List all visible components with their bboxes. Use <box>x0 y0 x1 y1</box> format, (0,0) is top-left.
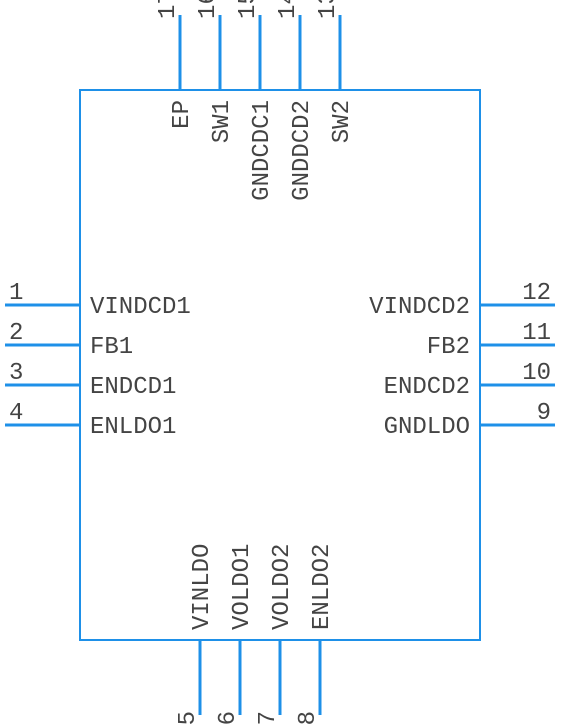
pin-label: VOLDO1 <box>229 544 256 630</box>
pin-number: 17 <box>155 0 182 19</box>
pin-label: VOLDO2 <box>269 544 296 630</box>
pin-label: SW1 <box>209 100 236 143</box>
pin-number: 13 <box>315 0 342 19</box>
pin-label: ENDCD1 <box>90 374 176 401</box>
pin-number: 11 <box>522 320 551 347</box>
pin-number: 2 <box>9 320 23 347</box>
pin-number: 6 <box>215 711 242 725</box>
pin-number: 5 <box>175 711 202 725</box>
pin-number: 16 <box>195 0 222 19</box>
pin-number: 9 <box>537 400 551 427</box>
pin-number: 10 <box>522 360 551 387</box>
pin-label: VINLDO <box>189 544 216 630</box>
pin-label: FB1 <box>90 334 133 361</box>
schematic-symbol: 1 VINDCD1 2 FB1 3 ENDCD1 4 ENLDO1 12 VINDCD2 11 FB2… <box>0 0 568 728</box>
pin-label: EP <box>169 100 196 129</box>
pin-number: 4 <box>9 400 23 427</box>
pin-label: ENLDO2 <box>309 544 336 630</box>
pin-number: 12 <box>522 280 551 307</box>
pin-label: GNDDCD2 <box>289 100 316 201</box>
pin-label: GNDCDC1 <box>249 100 276 201</box>
pin-label: ENDCD2 <box>384 374 470 401</box>
pin-number: 7 <box>255 711 282 725</box>
pin-number: 8 <box>295 711 322 725</box>
pin-label: FB2 <box>427 334 470 361</box>
pin-number: 14 <box>275 0 302 19</box>
pin-label: SW2 <box>329 100 356 143</box>
pin-label: VINDCD1 <box>90 294 191 321</box>
pin-number: 1 <box>9 280 23 307</box>
pin-number: 3 <box>9 360 23 387</box>
pin-label: GNDLDO <box>384 414 470 441</box>
pin-number: 15 <box>235 0 262 19</box>
pin-label: ENLDO1 <box>90 414 176 441</box>
pin-label: VINDCD2 <box>369 294 470 321</box>
